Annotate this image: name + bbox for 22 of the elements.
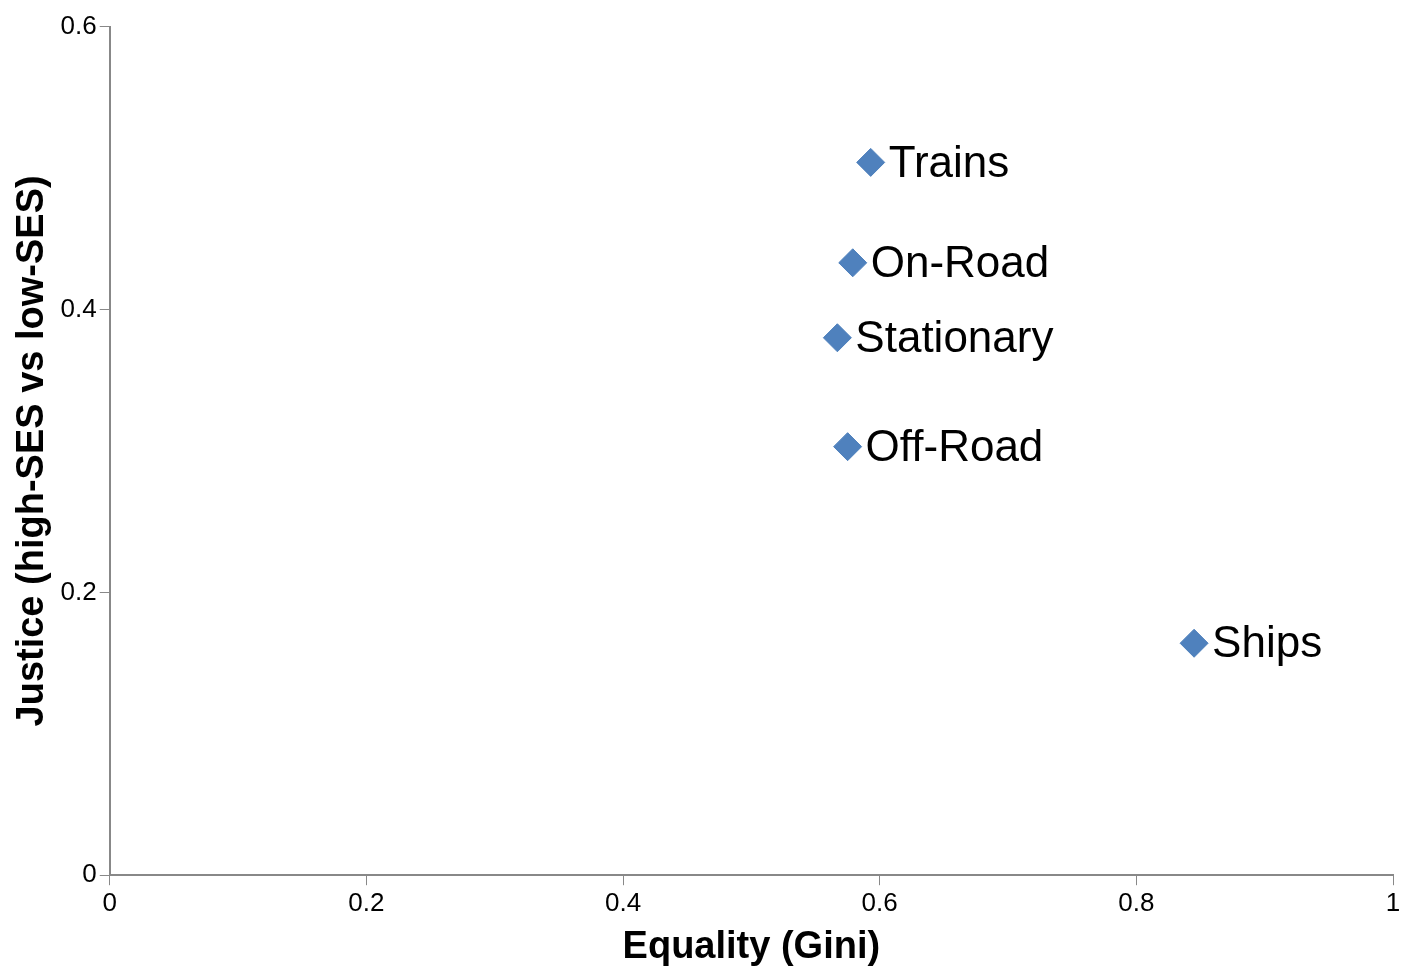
series-label: On-Road — [870, 236, 1050, 286]
x-tick-label: 0 — [102, 886, 117, 917]
x-tick-label: 0.2 — [348, 886, 385, 917]
point — [833, 432, 863, 462]
point — [1179, 628, 1209, 658]
series-label: Off-Road — [865, 420, 1044, 470]
y-axis-title: Justice (high-SES vs low-SES) — [9, 175, 52, 727]
x-tick-label: 0.6 — [861, 886, 898, 917]
x-tick-label: 1 — [1385, 886, 1401, 917]
x-axis-title: Equality (Gini) — [622, 923, 881, 966]
point — [822, 323, 852, 353]
x-tick-label: 0.8 — [1118, 886, 1155, 917]
y-tick-label: 0 — [82, 858, 97, 889]
x-tick-label: 0.4 — [604, 886, 642, 917]
point — [838, 248, 868, 278]
series-label: Stationary — [855, 311, 1054, 361]
y-tick-label: 0.4 — [60, 292, 97, 323]
y-tick-label: 0.2 — [60, 575, 97, 606]
series-label: Trains — [888, 136, 1010, 186]
series-label: Ships — [1212, 617, 1323, 667]
point — [856, 147, 886, 177]
y-tick-label: 0.6 — [60, 9, 97, 40]
